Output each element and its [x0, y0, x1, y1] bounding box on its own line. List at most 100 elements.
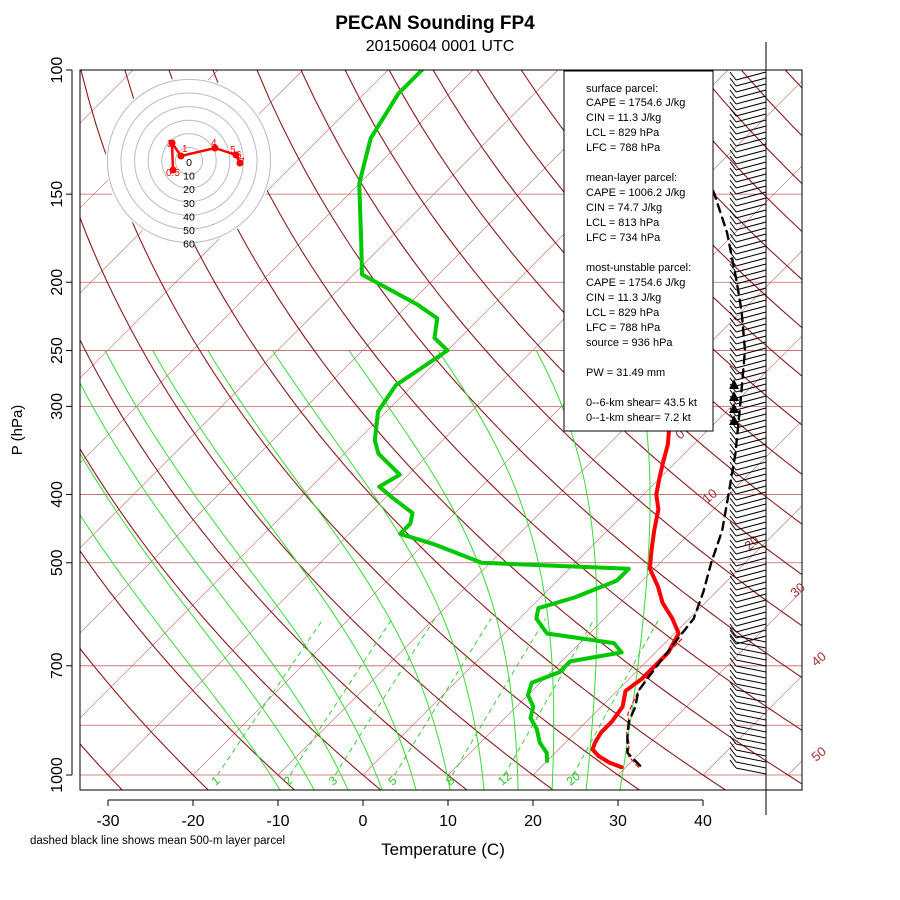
- wind-barb-flag: [729, 317, 737, 327]
- y-tick-label: 150: [49, 181, 66, 208]
- wind-barb: [735, 653, 767, 661]
- y-tick-label: 250: [49, 337, 66, 364]
- wind-barb-flag: [729, 741, 737, 751]
- wind-barb-flag: [729, 663, 737, 673]
- wind-barb-flag: [729, 125, 737, 135]
- wind-barb-flag: [729, 611, 737, 621]
- wind-barb-flag: [729, 113, 737, 123]
- wind-barb: [735, 449, 767, 459]
- wind-barb: [735, 173, 767, 183]
- wind-barb: [735, 221, 767, 231]
- wind-barb: [735, 557, 767, 567]
- wind-barb-flag: [729, 257, 737, 267]
- wind-barb: [735, 749, 767, 757]
- wind-barb-flag: [729, 633, 737, 643]
- shear-0-1km: 0--1-km shear= 7.2 kt: [586, 412, 691, 424]
- wind-barb: [735, 137, 767, 147]
- x-axis: -30 -20 -10 0 10 20 30 40: [96, 799, 712, 830]
- moist-adiabat: [348, 350, 519, 790]
- wind-barb-flag: [729, 557, 737, 567]
- wind-barb: [735, 215, 767, 225]
- moist-adiabat: [152, 350, 417, 790]
- wind-barb-flag: [729, 155, 737, 165]
- dry-adiabat: [80, 549, 295, 790]
- shear-0-6km: 0--6-km shear= 43.5 kt: [586, 397, 697, 409]
- wind-barb: [735, 203, 767, 213]
- wind-barb-flag: [729, 167, 737, 177]
- wind-barb: [735, 395, 767, 405]
- wind-barb: [735, 377, 767, 387]
- wind-barb: [735, 641, 767, 649]
- mean-layer-cin: CIN = 74.7 J/kg: [586, 202, 662, 214]
- isotherm-line: [617, 590, 802, 776]
- wind-barb: [735, 119, 767, 129]
- wind-barb-flag: [729, 539, 737, 549]
- y-tick-label: 200: [49, 269, 66, 296]
- wind-barb-flag: [729, 371, 737, 381]
- hodograph-ring: [147, 119, 231, 203]
- series-mean-500-m-layer-parcel: [626, 70, 747, 767]
- wind-barb-flag: [729, 335, 737, 345]
- wind-barb: [735, 359, 767, 369]
- hodograph-ring-label: 20: [183, 184, 195, 196]
- wind-barb-flag: [729, 95, 737, 105]
- parcel-info-frame: [563, 70, 714, 432]
- wind-barb: [735, 245, 767, 255]
- wind-barb: [735, 473, 767, 483]
- wind-barb-flag: [729, 215, 737, 225]
- wind-barb-flag: [729, 711, 737, 721]
- y-tick-label: 1000: [49, 757, 66, 793]
- wind-barb-flag: [729, 599, 737, 609]
- wind-barb: [735, 401, 767, 411]
- wind-barb-flag: [729, 209, 737, 219]
- most-unstable-header: most-unstable parcel:: [586, 262, 691, 274]
- wind-barb-pennant: [729, 415, 739, 425]
- isotherm-line: [362, 335, 802, 776]
- wind-barb-flag: [729, 503, 737, 513]
- hodograph-ring-label: 50: [183, 225, 195, 237]
- wind-barb: [735, 365, 767, 375]
- isotherm-line: [80, 70, 644, 634]
- wind-barb-flag: [729, 455, 737, 465]
- hodograph-point: [211, 144, 219, 152]
- wind-barb-flag: [729, 581, 737, 591]
- chart-subtitle: 20150604 0001 UTC: [366, 38, 515, 55]
- wind-barb-flag: [729, 311, 737, 321]
- hodograph-point-label: 5: [230, 145, 236, 156]
- wind-barb-flag: [729, 197, 737, 207]
- wind-barb-flag: [729, 221, 737, 231]
- wind-barb: [735, 623, 767, 633]
- moist-adiabat: [437, 350, 555, 790]
- wind-barb: [735, 323, 767, 333]
- hodograph-ring-label: 40: [183, 211, 195, 223]
- wind-barb-flag: [729, 431, 737, 441]
- wind-barb: [735, 563, 767, 573]
- hodograph-ring-label: 30: [183, 198, 195, 210]
- isotherm-label: 50: [808, 744, 829, 765]
- isotherm-line: [80, 70, 474, 464]
- wind-barb: [735, 413, 767, 423]
- hodograph-point: [169, 166, 177, 174]
- dry-adiabat: [80, 70, 640, 790]
- x-tick-label: 30: [609, 813, 627, 830]
- dry-adiabat: [344, 70, 802, 576]
- wind-barb: [735, 503, 767, 513]
- dry-adiabat: [256, 70, 802, 679]
- wind-barb: [735, 719, 767, 727]
- wind-barb: [735, 665, 767, 673]
- wind-barb: [735, 287, 767, 297]
- wind-barb-flag: [729, 551, 737, 561]
- series-parcel: [625, 637, 684, 768]
- wind-barb: [735, 569, 767, 579]
- wind-barb-flag: [729, 425, 737, 435]
- wind-barb-flag: [729, 497, 737, 507]
- moist-adiabat: [80, 513, 281, 790]
- wind-barb-flag: [729, 131, 737, 141]
- surface-lcl: LCL = 829 hPa: [586, 127, 660, 139]
- wind-barb: [735, 479, 767, 489]
- wind-barb: [735, 683, 767, 691]
- wind-barb-flag: [729, 759, 737, 769]
- wind-barb: [735, 305, 767, 315]
- wind-barb-flag: [729, 651, 737, 661]
- wind-barb: [735, 71, 767, 81]
